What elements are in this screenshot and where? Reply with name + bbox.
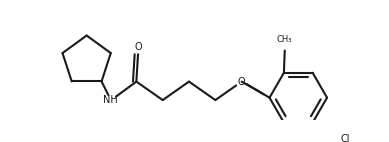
- Text: O: O: [238, 77, 245, 87]
- Text: O: O: [134, 42, 142, 52]
- Text: NH: NH: [103, 95, 117, 105]
- Text: Cl: Cl: [340, 134, 350, 142]
- Text: CH₃: CH₃: [277, 35, 293, 44]
